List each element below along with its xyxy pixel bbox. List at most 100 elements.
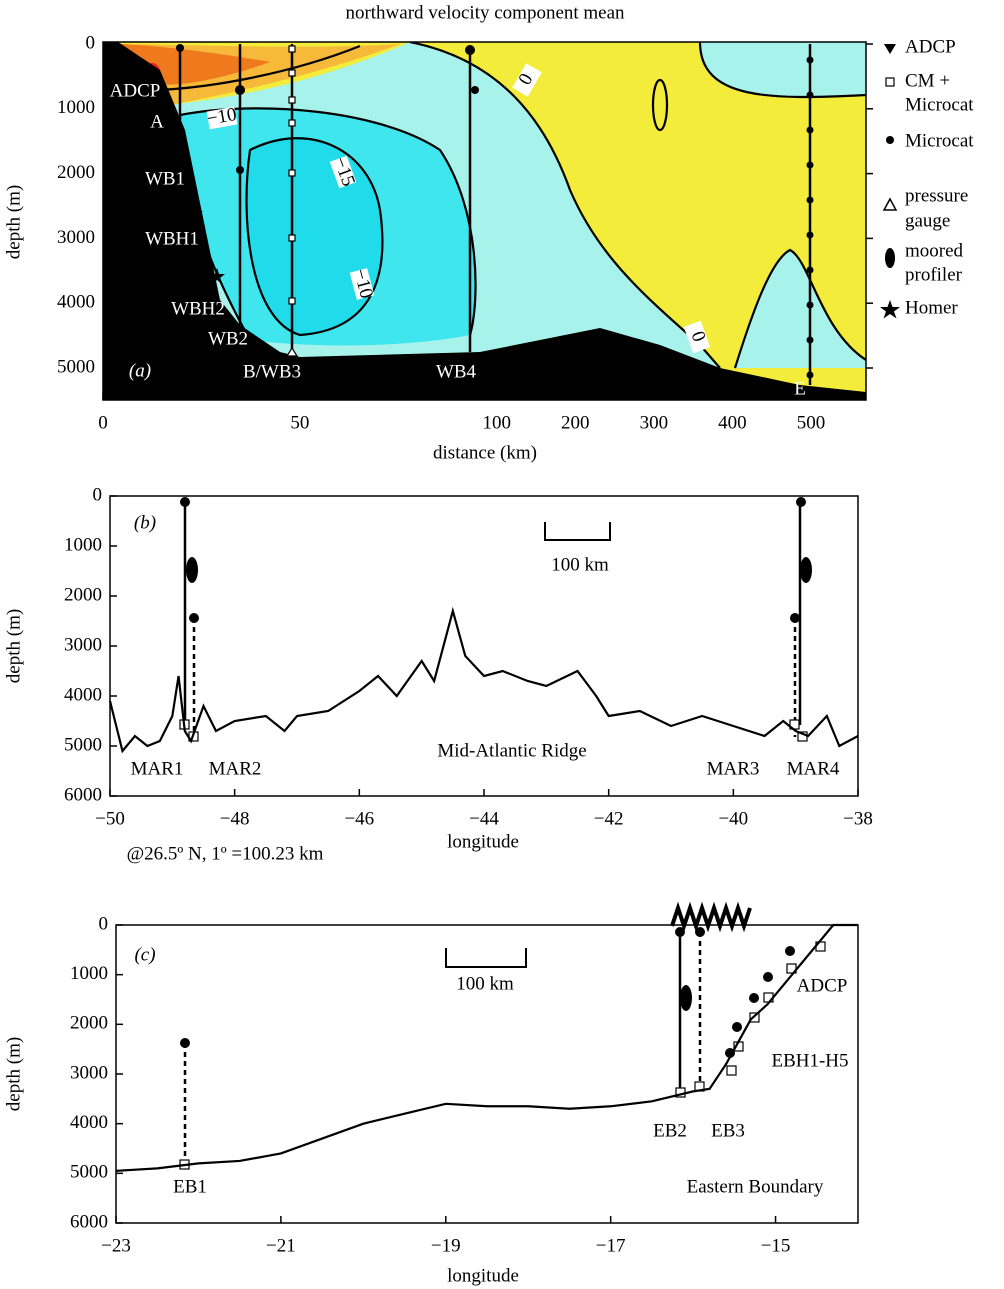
annotation: MAR4 [787,758,840,779]
x-tick-label: −17 [596,1235,626,1256]
contour-label-bg [206,106,238,130]
x-tick-label: 0 [98,412,108,433]
y-tick-label: 0 [99,913,109,934]
y-tick-label: 0 [93,484,103,505]
scale-bar [445,948,527,968]
y-tick-label: 5000 [64,734,102,755]
x-tick-label: −40 [718,808,748,829]
annotation: Eastern Boundary [687,1176,824,1197]
mooring-label: ADCP [110,80,161,101]
y-tick-label: 2000 [57,162,95,183]
bathymetry-line [115,923,858,1172]
annotation: EB1 [173,1176,207,1197]
y-axis-label: depth (m) [3,609,24,683]
y-tick-label: 0 [86,32,96,53]
y-tick-label: 5000 [57,356,95,377]
y-tick-label: 4000 [64,684,102,705]
y-tick-label: 3000 [57,227,95,248]
annotation: EB2 [653,1120,687,1141]
y-axis-label: depth (m) [3,1037,24,1111]
annotation: EBH1-H5 [771,1050,848,1071]
legend-label: ADCP [905,36,956,57]
y-tick-label: 4000 [57,292,95,313]
y-tick-label: 1000 [64,534,102,555]
x-tick-label: −19 [431,1235,461,1256]
y-tick-label: 3000 [64,634,102,655]
legend-label: gauge [905,210,950,231]
scale-bar-label: 100 km [456,973,514,994]
legend-label: profiler [905,264,963,285]
legend-label: pressure [905,185,968,206]
legend-label: moored [905,240,964,261]
note: @26.5º N, 1º =100.23 km [127,843,324,864]
mooring-label: WB4 [436,361,477,382]
annotation: MAR1 [131,758,184,779]
contour-label-bg [512,63,542,97]
annotation: Mid-Atlantic Ridge [437,740,586,761]
mooring-label: E [794,378,806,399]
annotation: EB3 [711,1120,745,1141]
panel-label: (c) [134,944,155,965]
plot-frame [102,41,867,401]
mooring-label: WB2 [208,328,248,349]
scale-bar [544,522,611,541]
x-tick-label: 50 [290,412,309,433]
x-tick-label: −23 [101,1235,131,1256]
x-axis-label: distance (km) [433,442,537,463]
x-tick-label: −15 [761,1235,791,1256]
x-tick-label: 300 [640,412,669,433]
seafloor [103,42,866,400]
y-tick-label: 6000 [64,784,102,805]
y-tick-label: 3000 [70,1062,108,1083]
contour-label-bg [683,320,711,354]
y-tick-label: 2000 [64,584,102,605]
contour-label: −10 [205,104,238,130]
y-axis-label: depth (m) [3,185,24,259]
contour-label-bg [349,268,375,300]
legend-label: Microcat [905,94,974,115]
x-tick-label: −42 [594,808,624,829]
legend-label: CM + [905,70,950,91]
strong-southward [246,138,383,335]
y-tick-label: 5000 [70,1162,108,1183]
y-tick-label: 1000 [57,97,95,118]
annotation: MAR2 [209,758,262,779]
weak-southward [700,42,866,98]
mooring-label: WBH2 [171,298,225,319]
bathymetry-line [108,606,859,754]
mooring-label: A [150,111,164,132]
x-tick-label: 200 [561,412,590,433]
x-tick-label: 400 [718,412,747,433]
instruments-a [176,44,814,379]
x-tick-label: −21 [266,1235,296,1256]
velocity-field [103,42,866,400]
y-tick-label: 2000 [70,1013,108,1034]
annotation: MAR3 [707,758,760,779]
x-tick-label: −50 [95,808,125,829]
panel-label: (a) [129,360,151,381]
panel-label: (b) [134,512,156,533]
mooring-label: B/WB3 [243,361,301,382]
x-tick-label: −38 [843,808,873,829]
annotation: ADCP [797,975,848,996]
x-tick-label: 500 [797,412,826,433]
mooring-label: WBH1 [145,228,199,249]
scale-bar-label: 100 km [551,554,609,575]
x-tick-label: −46 [344,808,374,829]
chart-title: northward velocity component mean [345,2,625,23]
y-tick-label: 1000 [70,963,108,984]
y-tick-label: 4000 [70,1112,108,1133]
x-tick-label: −48 [220,808,250,829]
x-tick-label: −44 [469,808,499,829]
contour-label-bg [329,155,357,189]
legend-symbols [880,44,900,319]
x-axis-label: longitude [447,831,519,852]
y-tick-label: 6000 [70,1211,108,1232]
moorings-b [179,497,812,742]
legend-label: Homer [905,297,958,318]
legend-label: Microcat [905,130,974,151]
mooring-label: WB1 [145,168,185,189]
x-tick-label: 100 [482,412,511,433]
contours [109,42,866,369]
